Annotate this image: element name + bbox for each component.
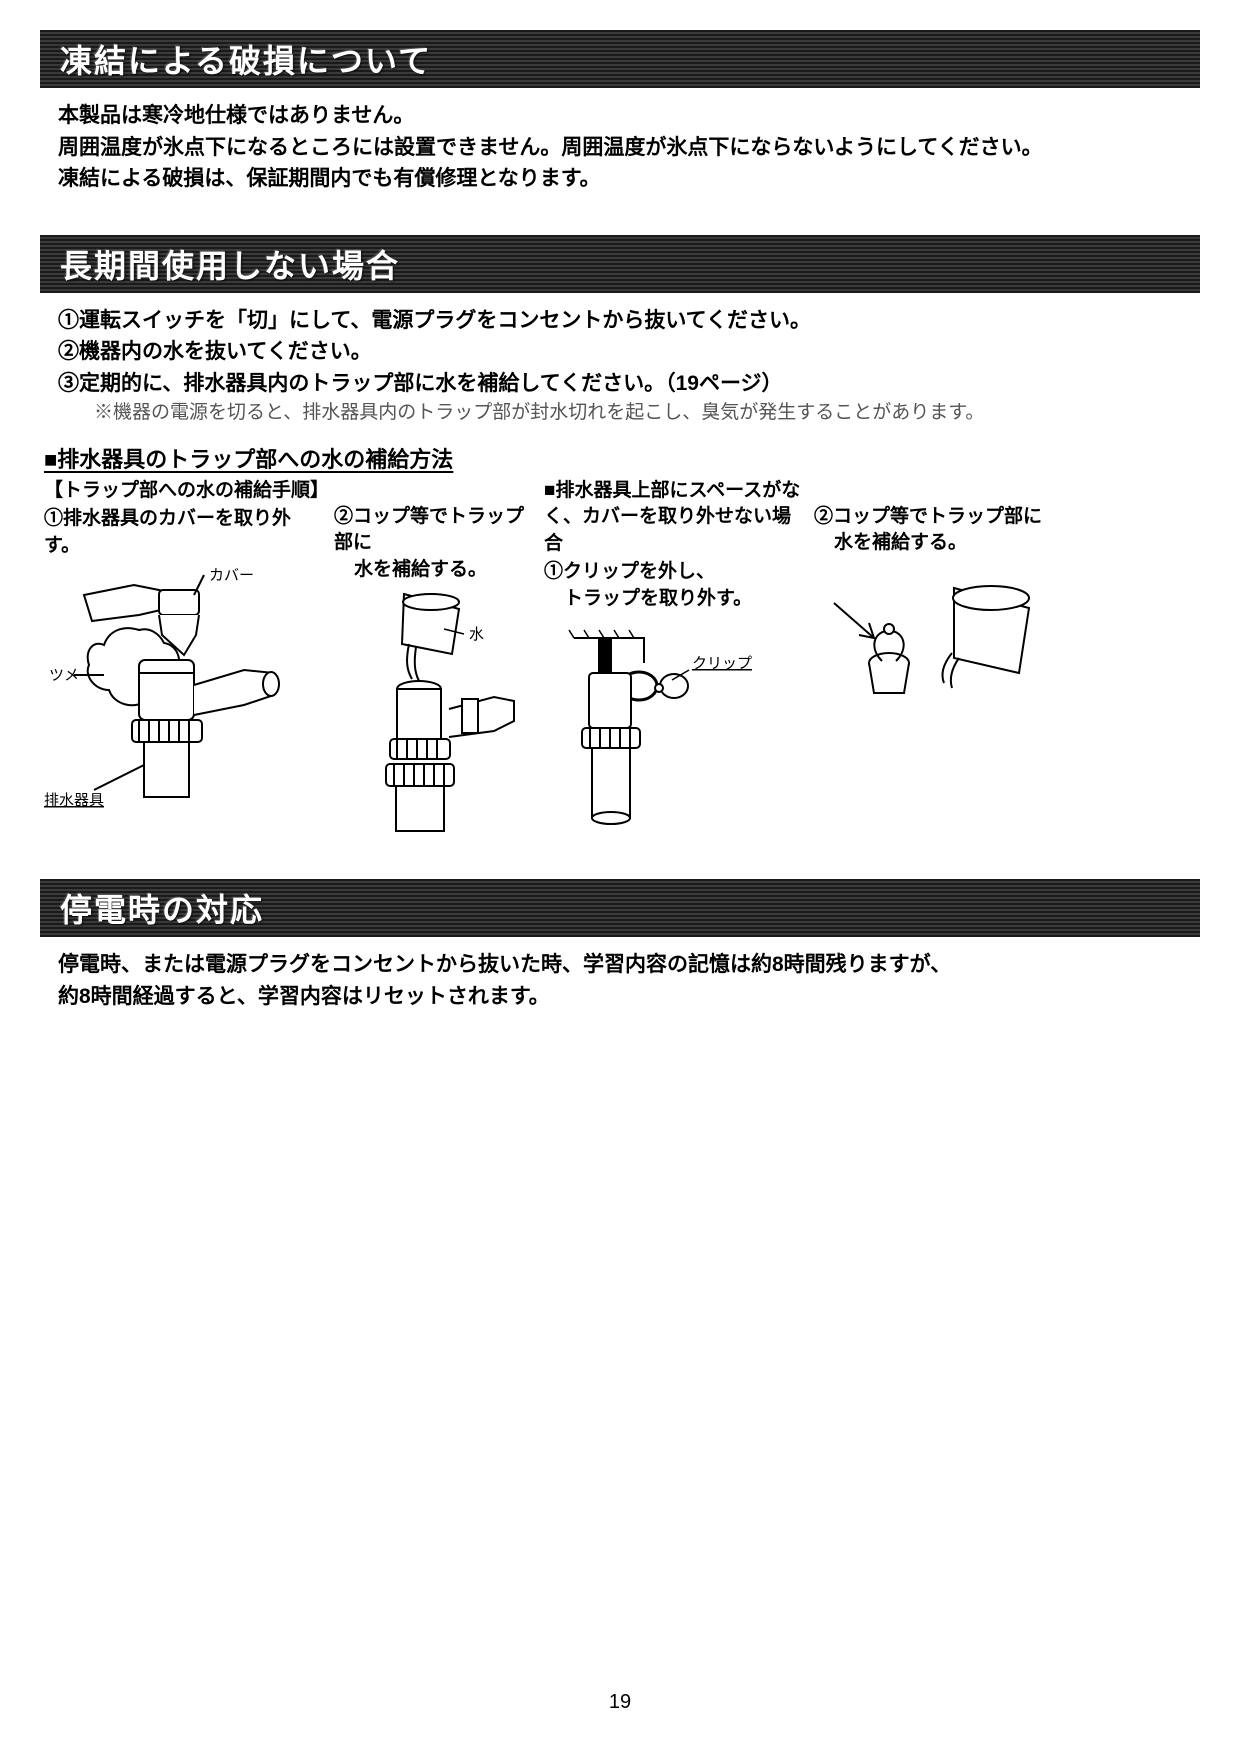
freeze-body: 本製品は寒冷地仕様ではありません。 周囲温度が氷点下になるところには設置できませ… xyxy=(40,100,1200,195)
label-clip: クリップ xyxy=(692,655,752,672)
label-tab: ツメ xyxy=(49,667,79,684)
col3-step1: ①クリップを外し、 xyxy=(544,559,804,586)
label-drain: 排水器具 xyxy=(44,792,104,809)
diagram-2: 水 xyxy=(334,589,534,839)
col2-step1: ②コップ等でトラップ部に xyxy=(334,504,534,557)
poweroff-line2: 約8時間経過すると、学習内容はリセットされます。 xyxy=(58,981,1192,1013)
longterm-body: ①運転スイッチを「切」にして、電源プラグをコンセントから抜いてください。 ②機器… xyxy=(40,305,1200,428)
section-header-freeze: 凍結による破損について xyxy=(40,30,1200,88)
longterm-note: ※機器の電源を切ると、排水器具内のトラップ部が封水切れを起こし、臭気が発生するこ… xyxy=(58,399,1192,428)
col4-step1: ②コップ等でトラップ部に xyxy=(814,504,1044,531)
diagram-area: 【トラップ部への水の補給手順】 ①排水器具のカバーを取り外す。 xyxy=(40,478,1200,840)
col2-step2: 水を補給する。 xyxy=(334,557,534,584)
freeze-line3: 凍結による破損は、保証期間内でも有償修理となります。 xyxy=(58,163,1192,195)
label-water: 水 xyxy=(469,626,484,643)
diagram-1: カバー ツメ 排水器具 xyxy=(44,565,324,815)
longterm-subheading: ■排水器具のトラップ部への水の補給方法 xyxy=(40,442,1200,474)
right-title: ■排水器具上部にスペースがなく、カバーを取り外せない場合 xyxy=(544,478,804,558)
diagram-3: クリップ xyxy=(544,618,804,838)
poweroff-body: 停電時、または電源プラグをコンセントから抜いた時、学習内容の記憶は約8時間残りま… xyxy=(40,949,1200,1012)
diagram-4 xyxy=(814,563,1044,763)
col1-step: ①排水器具のカバーを取り外す。 xyxy=(44,506,324,559)
longterm-step1: ①運転スイッチを「切」にして、電源プラグをコンセントから抜いてください。 xyxy=(58,305,1192,337)
label-cover: カバー xyxy=(209,567,254,584)
proc-title: 【トラップ部への水の補給手順】 xyxy=(44,478,324,505)
poweroff-line1: 停電時、または電源プラグをコンセントから抜いた時、学習内容の記憶は約8時間残りま… xyxy=(58,949,1192,981)
longterm-step2: ②機器内の水を抜いてください。 xyxy=(58,336,1192,368)
col4-step2: 水を補給する。 xyxy=(814,530,1044,557)
col3-step2: トラップを取り外す。 xyxy=(544,586,804,613)
page-number: 19 xyxy=(0,1691,1240,1714)
longterm-step3: ③定期的に、排水器具内のトラップ部に水を補給してください。（19ページ） xyxy=(58,368,1192,400)
freeze-line2: 周囲温度が氷点下になるところには設置できません。周囲温度が氷点下にならないように… xyxy=(58,132,1192,164)
section-header-longterm: 長期間使用しない場合 xyxy=(40,235,1200,293)
freeze-line1: 本製品は寒冷地仕様ではありません。 xyxy=(58,100,1192,132)
section-header-poweroff: 停電時の対応 xyxy=(40,879,1200,937)
